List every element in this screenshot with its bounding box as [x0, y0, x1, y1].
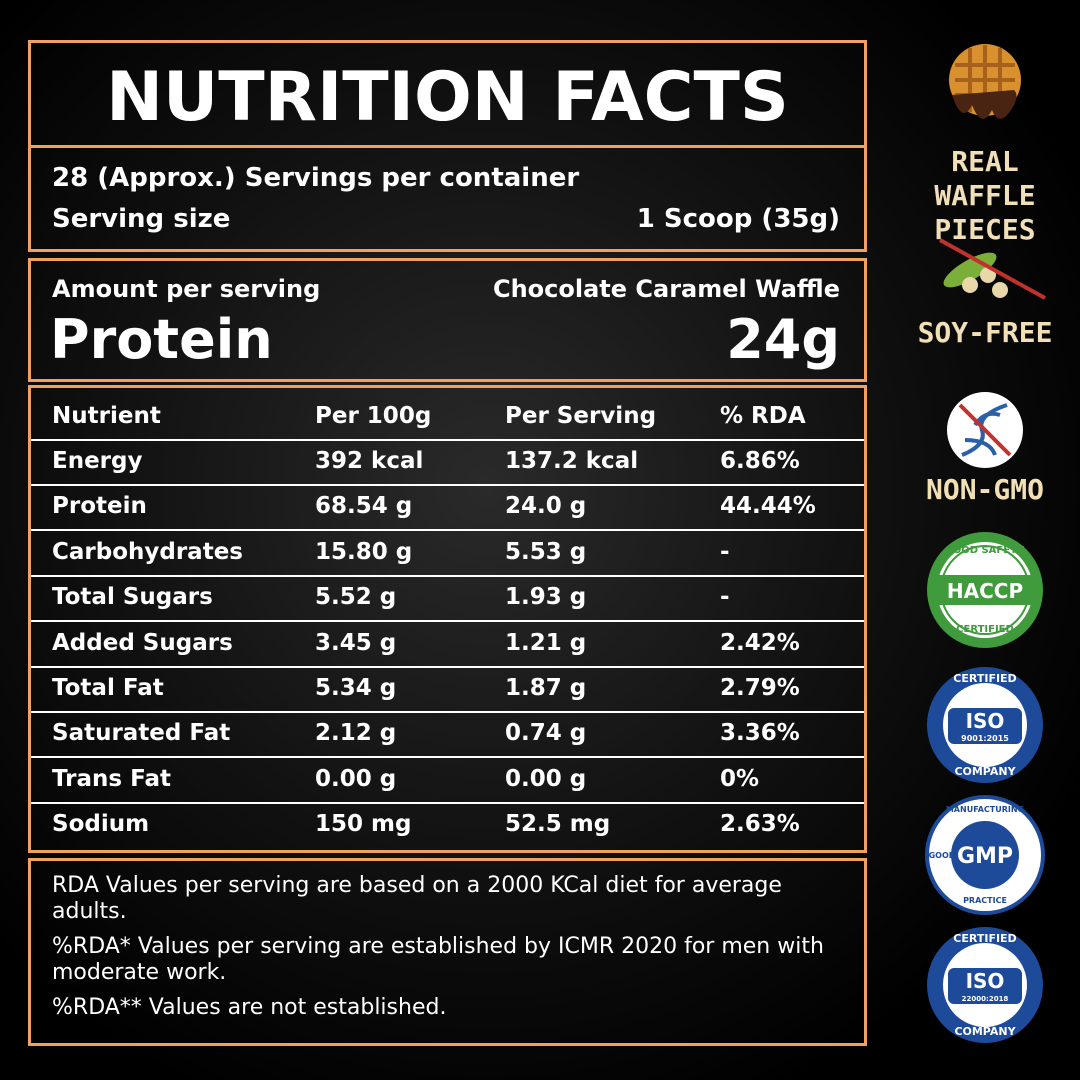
table-cell: -	[720, 584, 730, 611]
table-cell: Protein	[52, 493, 147, 520]
table-cell: 68.54 g	[315, 493, 413, 520]
table-cell: 6.86%	[720, 448, 800, 474]
badge-icons: FOOD SAFETY HACCP CERTIFIED CERTIFIED IS…	[925, 44, 1046, 1043]
table-cell: Saturated Fat	[52, 720, 231, 747]
row-divider	[31, 484, 864, 486]
table-cell: 1.93 g	[505, 584, 587, 611]
table-header-cell: Nutrient	[52, 403, 161, 429]
row-divider	[31, 529, 864, 532]
iso-icon	[927, 927, 1043, 1043]
table-cell: 5.53 g	[505, 538, 587, 565]
table-cell: 2.63%	[720, 811, 800, 838]
table-cell: 52.5 mg	[505, 811, 611, 838]
waffle-icon	[949, 44, 1021, 119]
badge-text: HACCP	[947, 579, 1023, 603]
protein-value: 24g	[726, 308, 840, 371]
table-cell: 0.00 g	[505, 765, 587, 792]
badge-text: CERTIFIED	[953, 672, 1016, 685]
badge-text: ISO	[966, 709, 1005, 733]
iso-icon	[927, 667, 1043, 783]
table-cell: Trans Fat	[52, 765, 171, 792]
table-cell: Added Sugars	[52, 629, 233, 656]
title: NUTRITION FACTS	[106, 58, 789, 137]
table-cell: 15.80 g	[315, 538, 413, 565]
badge-label: NON-GMO	[925, 473, 1044, 506]
table-cell: 0.74 g	[505, 720, 587, 747]
badge-text: COMPANY	[954, 1025, 1016, 1038]
badge-text: MANUFACTURING	[946, 805, 1024, 814]
gmo-icon	[947, 392, 1023, 468]
footnote: RDA Values per serving are based on a 20…	[52, 873, 782, 924]
table-header-cell: Per Serving	[505, 403, 657, 429]
table-cell: 392 kcal	[315, 448, 424, 474]
badge-text: GMP	[957, 844, 1013, 869]
row-divider	[31, 574, 864, 577]
table-cell: Total Fat	[52, 675, 164, 701]
badge-text: 9001:2015	[961, 734, 1009, 743]
table-cell: Energy	[52, 448, 143, 474]
table-cell: 2.12 g	[315, 720, 397, 747]
size-value: 1 Scoop (35g)	[636, 204, 840, 234]
badge-label: SOY-FREE	[917, 316, 1053, 349]
footnote: %RDA** Values are not established.	[52, 995, 447, 1020]
row-divider	[31, 711, 864, 713]
servings: 28 (Approx.) Servings per container	[52, 163, 580, 193]
table-cell: 150 mg	[315, 811, 412, 838]
badge-text: GOOD	[929, 851, 956, 860]
row-divider	[31, 665, 864, 668]
gmp-icon	[925, 795, 1045, 915]
table-cell: 137.2 kcal	[505, 448, 639, 474]
badge-text: FOOD SAFETY	[946, 545, 1025, 556]
row-divider	[31, 756, 864, 759]
table-cell: 0.00 g	[315, 765, 397, 792]
table-cell: Total Sugars	[52, 584, 213, 611]
table-cell: 2.79%	[720, 675, 800, 701]
haccp-icon	[927, 532, 1043, 648]
badge-text: CERTIFIED	[956, 624, 1014, 635]
badge-text: CERTIFIED	[953, 932, 1016, 945]
table-cell: Carbohydrates	[52, 538, 243, 565]
table-cell: 1.21 g	[505, 629, 587, 656]
badge-text: ISO	[966, 969, 1005, 993]
table-cell: 24.0 g	[505, 493, 587, 520]
footnote: %RDA* Values per serving are established…	[52, 934, 824, 985]
badge-text: COMPANY	[954, 765, 1016, 778]
serving-box	[28, 145, 867, 252]
protein-label: Protein	[50, 308, 273, 371]
badge-text: 22000:2018	[962, 995, 1009, 1003]
table-cell: 3.36%	[720, 720, 800, 747]
table-cell: 0%	[720, 765, 760, 792]
table-cell: 2.42%	[720, 629, 800, 656]
table-cell: 5.34 g	[315, 675, 397, 701]
table-header-cell: Per 100g	[315, 403, 432, 429]
flavor: Chocolate Caramel Waffle	[492, 275, 840, 303]
table-cell: 44.44%	[720, 493, 816, 520]
table-cell: 3.45 g	[315, 629, 397, 656]
table-cell: -	[720, 538, 730, 565]
badge-label: REAL WAFFLE PIECES	[934, 145, 1036, 246]
badge-text: PRACTICE	[963, 896, 1007, 905]
row-divider	[31, 439, 864, 441]
row-divider	[31, 801, 864, 804]
size-label: Serving size	[52, 204, 231, 234]
row-divider	[31, 620, 864, 623]
table-box	[28, 385, 867, 853]
footnote-box	[28, 858, 867, 1046]
amount-box	[28, 258, 867, 382]
amount-label: Amount per serving	[52, 275, 321, 303]
table-cell: 1.87 g	[505, 675, 587, 701]
table-cell: Sodium	[52, 811, 150, 838]
table-header-cell: % RDA	[720, 403, 806, 429]
soy-icon	[939, 238, 1046, 300]
table-cell: 5.52 g	[315, 584, 397, 611]
